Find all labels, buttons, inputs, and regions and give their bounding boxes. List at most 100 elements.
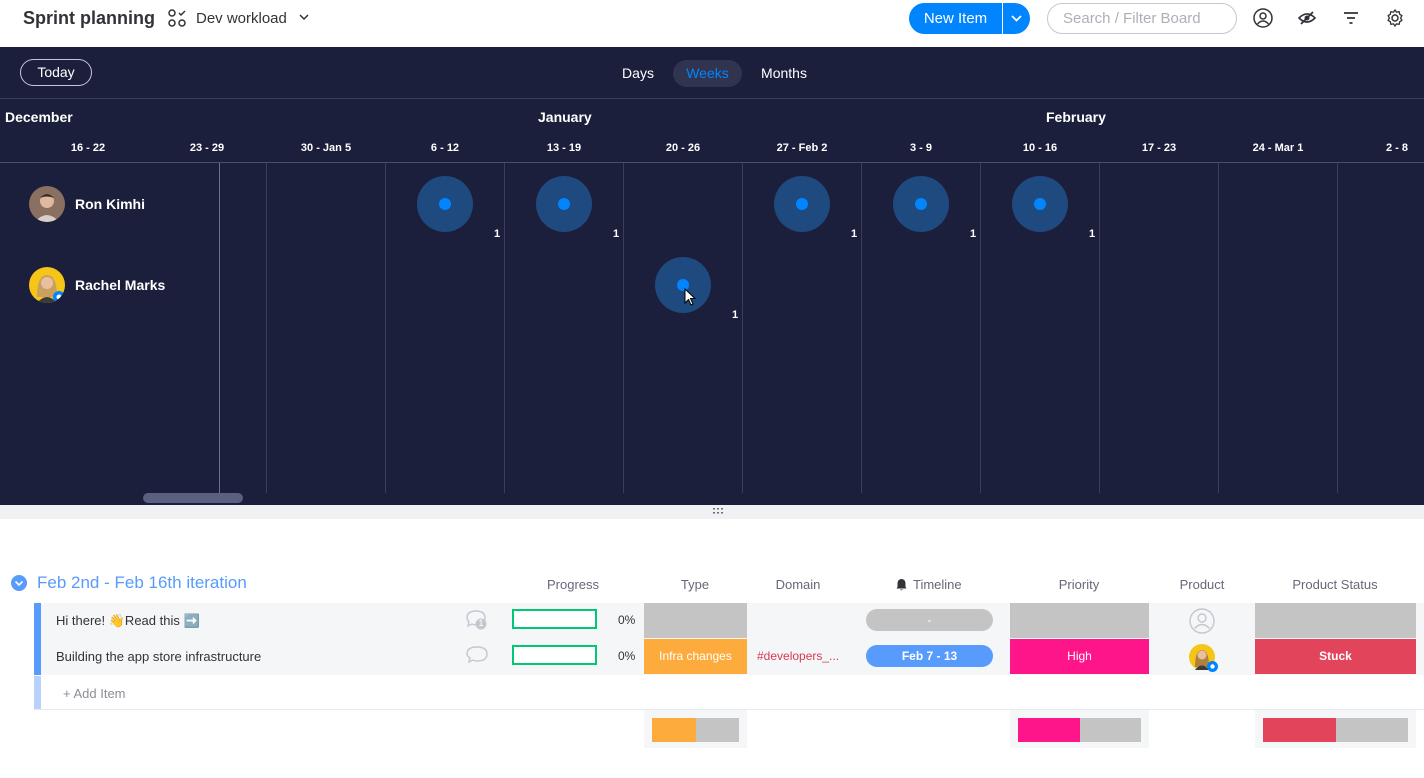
gear-icon[interactable] [1385, 8, 1405, 28]
group-collapse-button[interactable] [11, 575, 27, 591]
add-item-input[interactable]: + Add Item [63, 686, 126, 701]
today-button[interactable]: Today [20, 59, 92, 86]
column-header-product-status[interactable]: Product Status [1292, 577, 1378, 592]
week-label: 16 - 22 [70, 142, 106, 154]
resize-handle-icon[interactable] [712, 507, 726, 515]
week-label: 17 - 23 [1141, 142, 1177, 154]
mouse-cursor-icon [684, 288, 697, 306]
column-header-domain[interactable]: Domain [775, 577, 821, 592]
column-header-progress[interactable]: Progress [546, 577, 600, 592]
item-name[interactable]: Building the app store infrastructure [56, 649, 262, 664]
workload-dot [558, 198, 570, 210]
search-input[interactable] [1047, 3, 1237, 34]
column-header-type[interactable]: Type [680, 577, 710, 592]
product-status-label[interactable]: Stuck [1255, 639, 1416, 674]
workload-dot [915, 198, 927, 210]
workload-bubble[interactable] [1012, 176, 1068, 232]
row-color-bar [34, 639, 41, 675]
item-name[interactable]: Hi there! 👋Read this ➡️ [56, 613, 200, 628]
week-gridline [1337, 163, 1338, 493]
domain-tag[interactable]: #developers_... [757, 649, 840, 663]
workload-bubble[interactable] [417, 176, 473, 232]
week-label: 23 - 29 [189, 142, 225, 154]
column-header-timeline[interactable]: Timeline [895, 577, 962, 592]
progress-bar [512, 609, 597, 629]
workload-bubble[interactable] [774, 176, 830, 232]
month-label: February [1046, 109, 1106, 125]
workload-dot [796, 198, 808, 210]
tab-days[interactable]: Days [622, 65, 654, 81]
month-label: January [538, 109, 592, 125]
tab-months[interactable]: Months [761, 65, 807, 81]
priority-label[interactable]: High [1010, 639, 1149, 674]
type-cell[interactable] [644, 603, 747, 638]
guest-badge-icon [1207, 661, 1218, 672]
week-label: 6 - 12 [430, 142, 460, 154]
workload-view: Today Days Weeks Months December January… [0, 47, 1424, 505]
group-title[interactable]: Feb 2nd - Feb 16th iteration [37, 573, 247, 592]
week-gridline [1218, 163, 1219, 493]
week-gridline [1099, 163, 1100, 493]
top-bar: Sprint planning Dev workload New Item [0, 0, 1424, 47]
person-icon[interactable] [1253, 8, 1273, 28]
type-label[interactable]: Infra changes [644, 639, 747, 674]
workload-count: 1 [970, 228, 977, 240]
horizontal-scrollbar[interactable] [143, 493, 243, 503]
workload-bubble[interactable] [536, 176, 592, 232]
status-summary-bar[interactable] [1263, 718, 1408, 742]
updates-icon[interactable] [465, 645, 489, 667]
progress-bar [512, 645, 597, 665]
workload-view-icon[interactable] [167, 8, 187, 28]
update-count: 1 [478, 618, 484, 628]
timeline-pill[interactable]: Feb 7 - 13 [866, 645, 993, 667]
week-gridline [266, 163, 267, 493]
infra-segment [652, 718, 696, 742]
timeline-pill[interactable]: - [866, 609, 993, 631]
priority-cell[interactable] [1010, 603, 1149, 638]
hide-eye-icon[interactable] [1297, 8, 1317, 28]
week-gridline [861, 163, 862, 493]
chevron-down-icon [14, 580, 24, 587]
board-title: Sprint planning [23, 8, 155, 28]
high-segment [1018, 718, 1080, 742]
divider [34, 709, 1424, 710]
stuck-segment [1263, 718, 1336, 742]
person-row-ron-kimhi[interactable]: Ron Kimhi [29, 186, 145, 222]
person-name: Rachel Marks [75, 277, 166, 293]
workload-bubble[interactable] [655, 257, 711, 313]
avatar [29, 267, 65, 303]
new-item-button[interactable]: New Item [909, 3, 1002, 34]
guest-badge-icon [53, 291, 65, 303]
chevron-down-icon [1011, 15, 1022, 22]
week-gridline [504, 163, 505, 493]
resize-strip [0, 505, 1424, 519]
column-header-priority[interactable]: Priority [1058, 577, 1100, 592]
chevron-down-icon[interactable] [298, 11, 310, 23]
filter-icon[interactable] [1341, 8, 1361, 28]
product-status-cell[interactable] [1255, 603, 1416, 638]
priority-summary-bar[interactable] [1018, 718, 1141, 742]
column-header-product[interactable]: Product [1179, 577, 1225, 592]
week-label: 27 - Feb 2 [776, 142, 828, 154]
week-label: 13 - 19 [546, 142, 582, 154]
product-owner-avatar[interactable] [1188, 643, 1218, 672]
week-label: 2 - 8 [1385, 142, 1408, 154]
view-name[interactable]: Dev workload [196, 10, 287, 27]
type-summary-bar[interactable] [652, 718, 739, 742]
person-row-rachel-marks[interactable]: Rachel Marks [29, 267, 165, 303]
tab-weeks[interactable]: Weeks [673, 60, 742, 87]
new-item-dropdown-button[interactable] [1003, 3, 1030, 34]
week-label: 30 - Jan 5 [300, 142, 352, 154]
week-label: 3 - 9 [909, 142, 932, 154]
row-color-bar [34, 603, 41, 639]
workload-dot [677, 279, 689, 291]
workload-count: 1 [494, 228, 501, 240]
week-gridline [385, 163, 386, 493]
workload-count: 1 [732, 309, 739, 321]
workload-count: 1 [1089, 228, 1096, 240]
empty-person-icon[interactable] [1188, 607, 1216, 635]
workload-dot [1034, 198, 1046, 210]
updates-icon[interactable]: 1 [465, 609, 489, 631]
workload-bubble[interactable] [893, 176, 949, 232]
column-header-label: Timeline [913, 577, 962, 592]
